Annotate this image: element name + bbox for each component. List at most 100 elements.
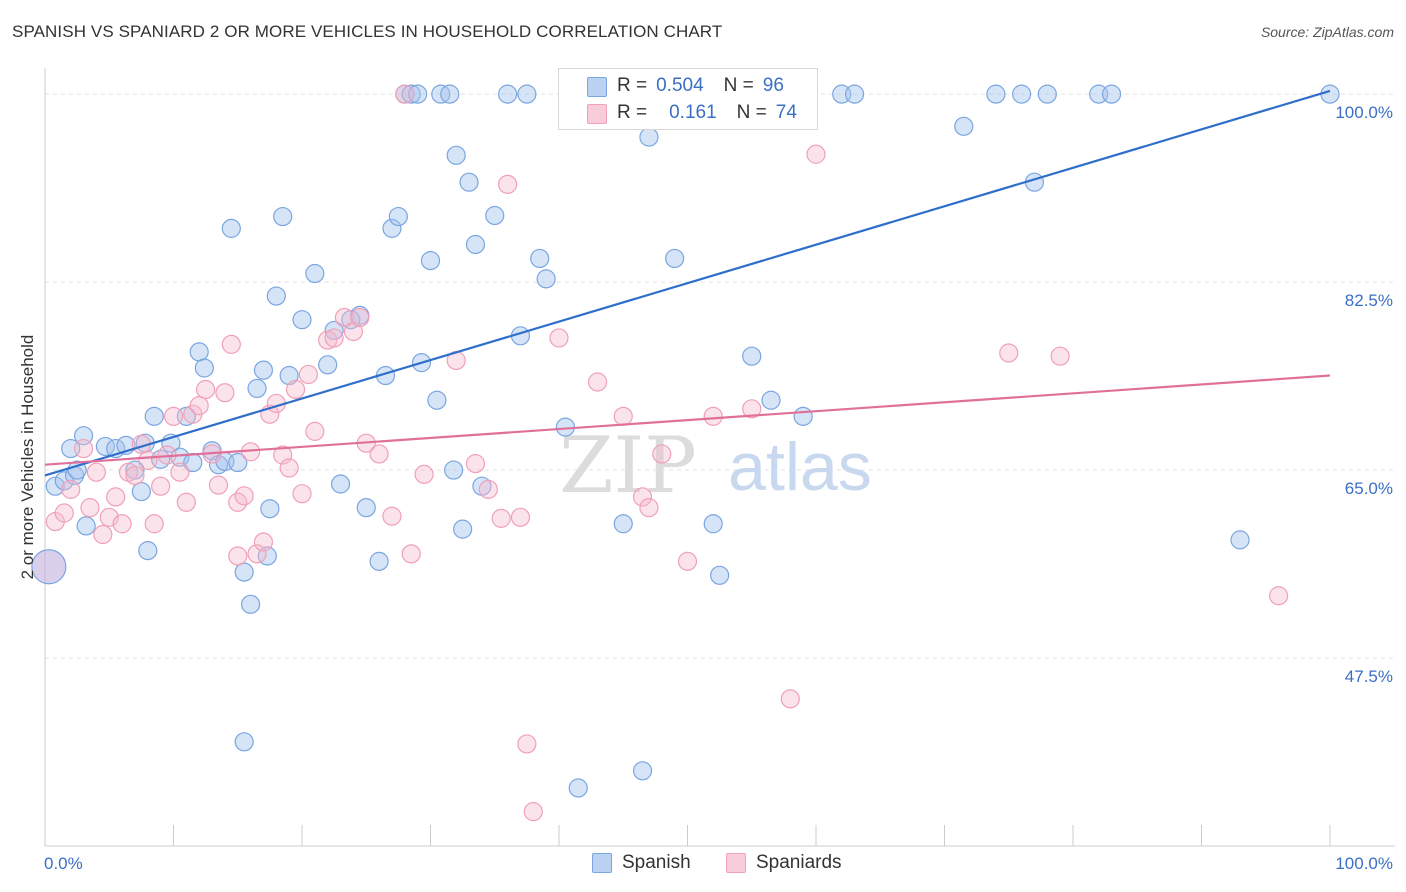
data-point-spanish <box>639 127 659 147</box>
data-point-spaniards <box>279 458 299 478</box>
data-point-spanish <box>459 172 479 192</box>
data-point-spaniards <box>401 544 421 564</box>
data-point-spaniards <box>1050 346 1070 366</box>
data-point-spaniards <box>106 487 126 507</box>
data-point-spanish <box>241 594 261 614</box>
data-point-spanish <box>1230 530 1250 550</box>
data-point-spaniards <box>395 84 415 104</box>
legend-row-spanish: R = 0.504 N = 96 <box>617 74 784 98</box>
data-point-spanish <box>221 218 241 238</box>
y-tick-labels: 47.5% 65.0% 82.5% 100.0% <box>1335 103 1393 686</box>
data-point-spaniards <box>228 546 248 566</box>
data-point-spanish <box>613 514 633 534</box>
data-point-spaniards <box>86 462 107 482</box>
data-point-spaniards <box>144 514 164 534</box>
data-point-spaniards <box>112 514 132 534</box>
data-point-spaniards <box>498 174 518 194</box>
data-point-spaniards <box>703 406 723 426</box>
trend-lines <box>44 89 1331 477</box>
data-point-spaniards <box>80 498 100 518</box>
data-point-spanish <box>517 84 537 104</box>
data-point-spaniards <box>305 421 325 441</box>
data-point-spanish <box>318 355 338 375</box>
data-point-spanish <box>1101 84 1122 104</box>
data-point-spaniards <box>61 479 81 499</box>
data-point-spanish <box>954 116 974 136</box>
data-point-spaniards <box>234 486 254 506</box>
bottom-legend-label-spaniards: Spaniards <box>756 852 842 873</box>
data-point-spaniards <box>382 506 402 526</box>
data-point-spanish <box>234 732 254 752</box>
data-point-spaniards <box>73 438 94 459</box>
data-point-spaniards <box>549 328 569 348</box>
data-point-spanish <box>382 218 402 238</box>
data-point-spanish <box>45 476 65 496</box>
legend-n-label: N = <box>723 75 754 96</box>
watermark-atlas: atlas <box>728 429 872 505</box>
data-point-spaniards <box>163 406 184 426</box>
data-point-spanish <box>144 406 164 426</box>
data-point-spaniards <box>414 464 434 484</box>
y-tick-label: 82.5% <box>1345 291 1393 310</box>
data-point-spanish <box>536 269 556 289</box>
data-point-spanish <box>498 84 518 104</box>
data-point-spanish <box>1011 84 1032 104</box>
data-point-spaniards <box>208 475 229 495</box>
data-point-spaniards <box>54 503 74 523</box>
data-point-spaniards <box>93 524 113 545</box>
data-point-spanish <box>710 565 730 585</box>
data-point-spaniards <box>151 476 171 496</box>
data-point-spanish <box>401 84 421 104</box>
data-point-spanish <box>253 360 274 380</box>
data-point-spanish <box>76 516 96 536</box>
data-point-spanish <box>305 263 325 284</box>
data-point-spanish <box>131 481 151 502</box>
data-point-spaniards <box>247 544 267 564</box>
data-point-spanish <box>138 541 158 561</box>
y-tick-label: 47.5% <box>1345 667 1393 686</box>
data-point-spaniards <box>677 551 698 571</box>
data-point-spaniards <box>465 454 486 474</box>
data-point-spaniards <box>780 689 800 709</box>
data-point-spanish <box>793 406 813 426</box>
data-point-spanish <box>420 251 441 271</box>
data-point-spanish <box>31 549 67 585</box>
data-point-spaniards <box>478 479 498 499</box>
data-point-spanish <box>844 84 865 104</box>
data-point-spaniards <box>587 372 608 392</box>
data-point-spaniards <box>176 492 196 512</box>
data-point-spaniards <box>215 383 235 403</box>
data-point-spanish <box>356 498 376 518</box>
legend-r-value-spanish: 0.504 <box>656 75 704 96</box>
data-point-spaniards <box>125 465 145 486</box>
data-point-spanish <box>273 206 293 227</box>
data-point-spanish <box>427 390 447 410</box>
trend-line-spanish <box>44 89 1331 477</box>
legend-n-value-spanish: 96 <box>762 75 784 96</box>
watermark: ZIP atlas <box>559 421 872 511</box>
data-point-spanish <box>279 365 299 386</box>
legend-box: R = 0.504 N = 96 R = 0.161 N = 74 <box>558 68 818 130</box>
data-point-spaniards <box>334 307 355 328</box>
data-point-spaniards <box>170 462 190 482</box>
data-point-spaniards <box>806 144 826 164</box>
bottom-legend-label-spanish: Spanish <box>622 852 691 873</box>
x-tick-label: 0.0% <box>44 854 83 873</box>
data-point-spanish <box>194 358 214 378</box>
data-point-spaniards <box>285 379 306 400</box>
data-point-spaniards <box>999 343 1019 363</box>
data-point-spanish <box>440 84 460 104</box>
data-point-spaniards <box>639 498 659 518</box>
series-spanish-points <box>31 84 1340 798</box>
data-point-spanish <box>260 499 280 519</box>
data-point-spaniards <box>138 450 158 470</box>
legend-swatch-spanish <box>587 77 607 97</box>
data-point-spanish <box>388 206 408 227</box>
legend-swatch-spaniards <box>587 104 607 124</box>
data-point-spaniards <box>491 508 511 528</box>
data-point-spanish <box>247 378 267 399</box>
data-point-spaniards <box>613 406 633 426</box>
trend-line-spaniards <box>44 374 1331 466</box>
data-point-spanish <box>742 346 762 366</box>
